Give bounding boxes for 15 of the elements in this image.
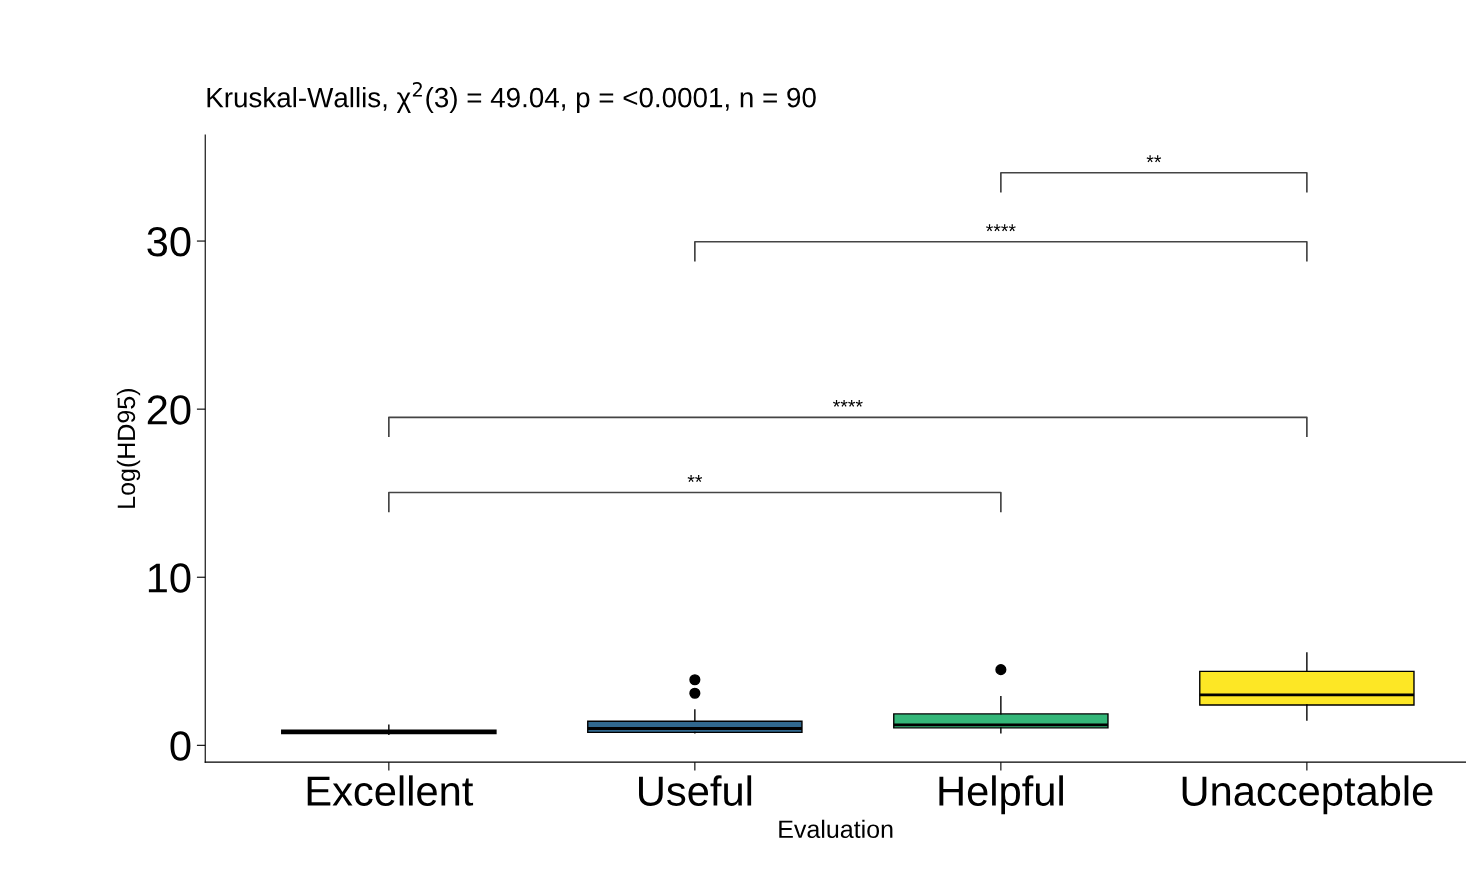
y-tick-label: 30: [147, 227, 191, 257]
x-tick-label: Useful: [639, 775, 752, 806]
annotation: ****: [986, 224, 1016, 232]
annotation: **: [1146, 155, 1162, 163]
y-tick-label: 10: [148, 563, 191, 593]
x-tick-label: Unacceptable: [1182, 775, 1433, 815]
x-tick-label: Helpful: [939, 775, 1063, 815]
y-axis-title: Log(HD95): [116, 389, 141, 508]
x-axis-title: Evaluation: [779, 819, 893, 839]
annotation: **: [687, 475, 703, 482]
y-tick-label: 20: [147, 395, 191, 425]
annotation: ****: [833, 399, 863, 407]
chart-title: Kruskal-Wallis, χ$^{2}$(3) = 49.04, p = <0.0001, n = 90: [207, 82, 816, 113]
x-tick-label: Excellent: [307, 775, 474, 806]
y-tick-label: 0: [170, 731, 191, 761]
